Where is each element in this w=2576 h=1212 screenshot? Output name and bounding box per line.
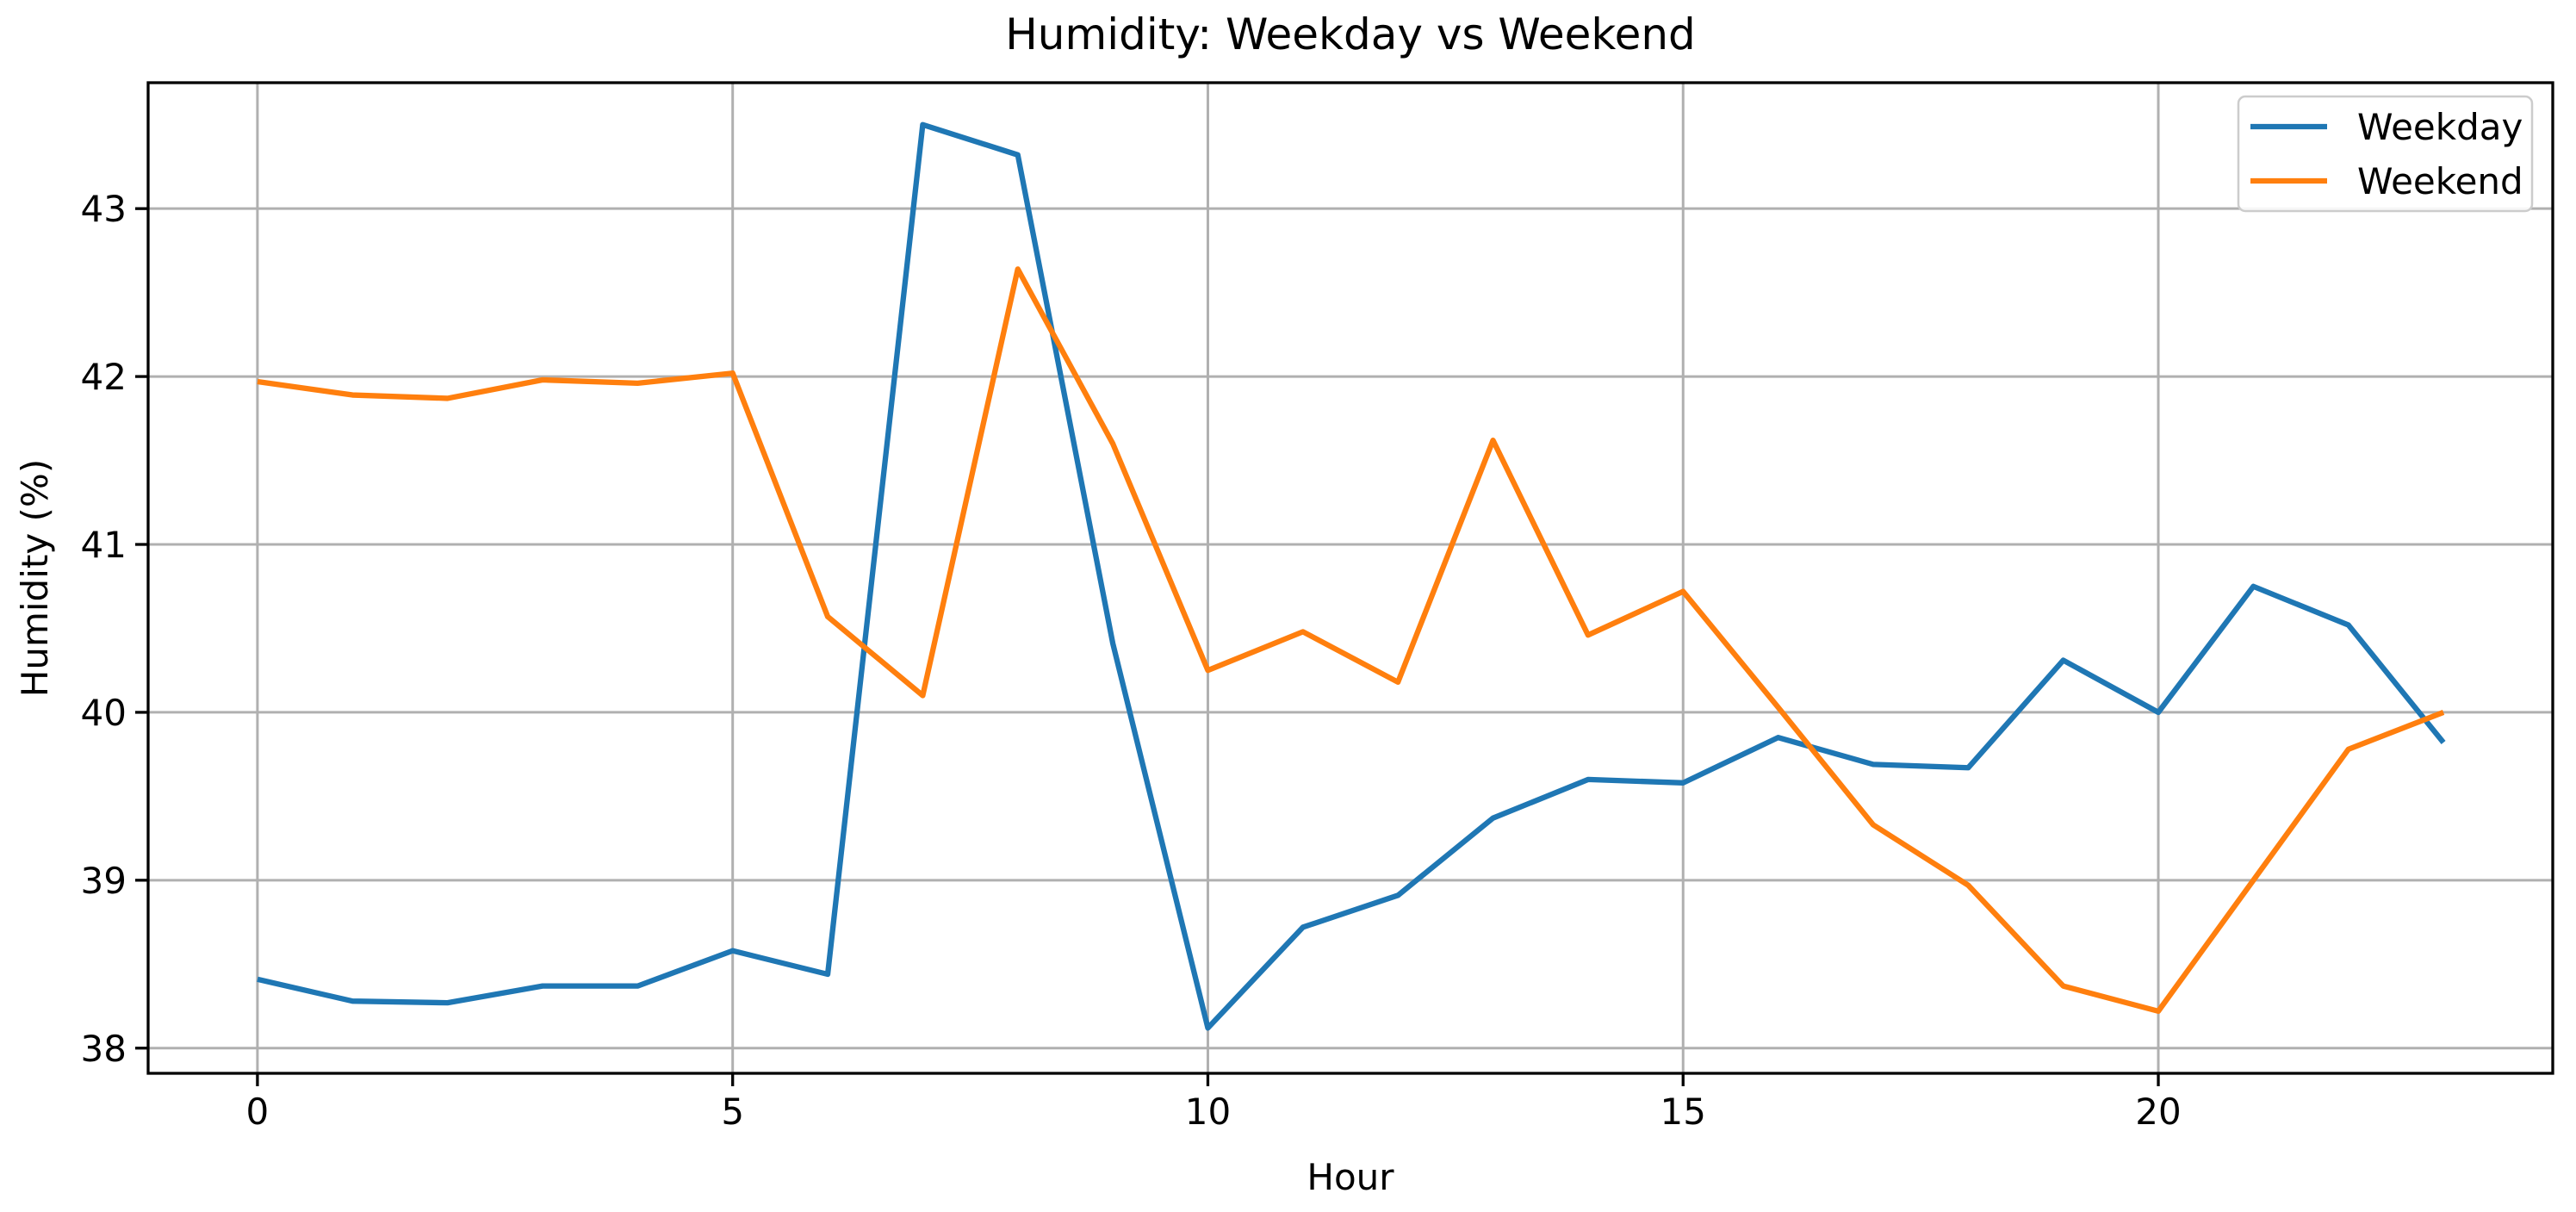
series-lines: [257, 121, 2446, 1031]
y-tick-label: 43: [81, 188, 127, 230]
chart-title: Humidity: Weekday vs Weekend: [1005, 9, 1696, 59]
y-tick-labels: 38 39 40 41 42 43: [81, 188, 127, 1070]
x-tick-label: 20: [2135, 1091, 2181, 1133]
legend-item: Weekend: [2250, 160, 2523, 202]
legend-label: Weekend: [2357, 160, 2523, 202]
legend-item: Weekday: [2250, 106, 2523, 148]
x-axis-label: Hour: [1307, 1156, 1394, 1198]
y-tick-label: 41: [81, 524, 127, 566]
x-tick-label: 15: [1660, 1091, 1706, 1133]
y-tick-label: 38: [81, 1028, 127, 1070]
x-tick-label: 0: [246, 1091, 270, 1133]
y-tick-label: 40: [81, 692, 127, 734]
weekend-line: [257, 266, 2445, 1015]
x-tick-label: 10: [1185, 1091, 1231, 1133]
y-axis-label: Humidity (%): [14, 459, 56, 697]
y-tick-label: 42: [81, 356, 127, 398]
gridlines: [148, 83, 2553, 1073]
legend-label: Weekday: [2357, 106, 2523, 148]
weekday-line: [257, 121, 2446, 1031]
y-tick-label: 39: [81, 860, 127, 902]
x-tick-labels: 0 5 10 15 20: [246, 1091, 2182, 1133]
legend: Weekday Weekend: [2237, 95, 2534, 213]
tick-marks: [135, 207, 2160, 1086]
plot-border: [146, 81, 2554, 1075]
x-tick-label: 5: [721, 1091, 744, 1133]
